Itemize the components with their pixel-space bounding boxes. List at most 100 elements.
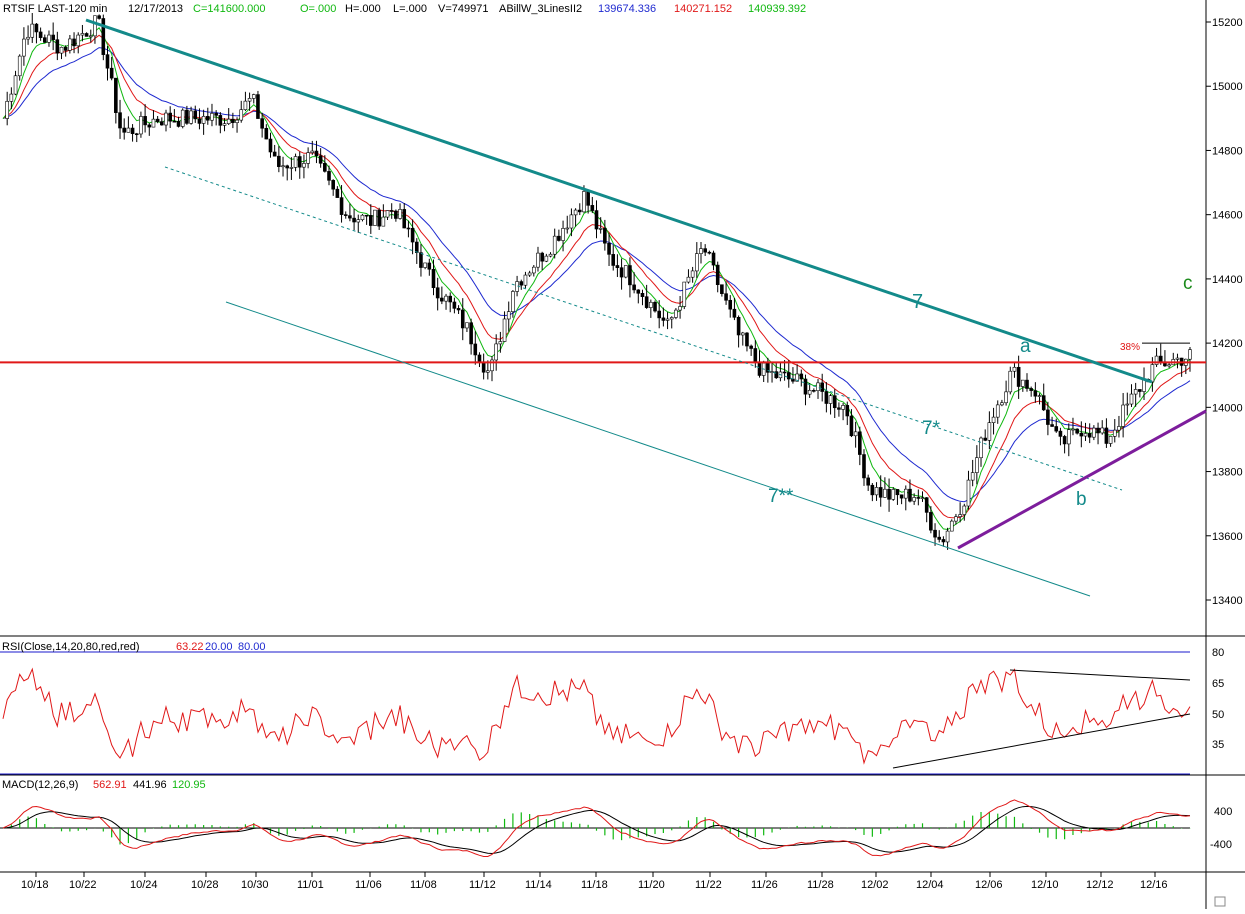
candle-body xyxy=(1008,370,1013,393)
candle-body xyxy=(603,228,607,244)
candle-body xyxy=(339,197,344,215)
candle-body xyxy=(490,359,494,372)
candle-body xyxy=(1112,429,1117,437)
candle-body xyxy=(9,93,14,102)
candle-body xyxy=(849,415,854,437)
candle-body xyxy=(385,210,390,218)
candle-body xyxy=(615,265,620,268)
macd-value: 562.91 xyxy=(93,779,127,791)
candle-body xyxy=(828,395,833,404)
candle-body xyxy=(728,299,733,310)
candle-body xyxy=(356,219,361,223)
header-symbol: RTSIF LAST-120 min xyxy=(3,3,107,15)
candle-body xyxy=(1004,391,1008,404)
candle-body xyxy=(812,390,816,392)
candle-body xyxy=(711,252,716,266)
candle-body xyxy=(690,270,695,278)
price-panel xyxy=(0,13,1207,597)
candle-body xyxy=(414,241,419,253)
candle-body xyxy=(293,156,298,168)
candle-body xyxy=(661,317,666,321)
candle-body xyxy=(486,370,490,373)
rsi-tick-50: 50 xyxy=(1212,709,1224,721)
candle-body xyxy=(406,227,411,230)
candle-body xyxy=(394,210,398,219)
candle-body xyxy=(870,484,875,496)
candle-body xyxy=(1021,379,1025,387)
candle-body xyxy=(72,38,76,47)
candle-body xyxy=(774,371,779,379)
time-tick-label: 11/01 xyxy=(297,879,324,891)
candle-body xyxy=(786,372,791,380)
candle-body xyxy=(803,378,808,395)
price-tick-label: 15200 xyxy=(1212,17,1243,29)
candle-body xyxy=(912,497,916,502)
header-close: C=141600.000 xyxy=(193,3,265,15)
candle-body xyxy=(1096,427,1100,434)
candle-body xyxy=(51,34,55,40)
candle-body xyxy=(272,151,277,157)
candle-body xyxy=(172,120,177,123)
candle-body xyxy=(431,268,436,289)
rsi-panel xyxy=(0,651,1191,775)
candle-body xyxy=(164,112,168,126)
candle-body xyxy=(306,152,310,164)
candle-body xyxy=(506,311,511,320)
candle-body xyxy=(962,505,967,515)
candle-body xyxy=(5,101,9,119)
candle-body xyxy=(1167,364,1171,367)
candle-body xyxy=(552,235,557,255)
candle-body xyxy=(632,284,636,291)
trendline-support-purple xyxy=(957,409,1207,550)
candle-body xyxy=(210,113,214,121)
time-tick-label: 11/28 xyxy=(807,879,834,891)
candle-body xyxy=(845,405,850,417)
candle-body xyxy=(903,488,908,499)
time-tick-label: 11/14 xyxy=(525,879,552,891)
candle-body xyxy=(544,255,549,262)
candle-body xyxy=(201,116,206,124)
annotation-a: a xyxy=(1020,336,1031,357)
candle-body xyxy=(335,188,340,198)
candle-body xyxy=(109,67,114,79)
candle-body xyxy=(916,497,921,499)
rsi-line xyxy=(2,667,1191,765)
candle-body xyxy=(1033,390,1038,397)
candle-body xyxy=(929,512,933,531)
price-tick-label: 14000 xyxy=(1212,402,1243,414)
candle-body xyxy=(1100,427,1105,434)
header-high: H=.000 xyxy=(345,3,381,15)
candle-body xyxy=(55,39,60,54)
candle-body xyxy=(703,248,707,253)
candle-body xyxy=(665,318,670,321)
candle-body xyxy=(807,390,812,395)
candle-body xyxy=(30,23,35,38)
rsi-tick-80: 80 xyxy=(1212,647,1224,659)
candle-body xyxy=(820,382,824,392)
candle-body xyxy=(565,227,570,230)
candle-body xyxy=(193,110,198,120)
candle-body xyxy=(130,127,135,135)
candle-body xyxy=(862,454,866,479)
trendline-7-star xyxy=(164,166,1123,491)
candle-body xyxy=(1079,432,1084,437)
macd-line xyxy=(2,799,1191,857)
candle-body xyxy=(724,293,728,301)
candle-body xyxy=(536,252,540,268)
candle-body xyxy=(38,31,43,38)
candle-body xyxy=(678,306,682,311)
candle-body xyxy=(369,215,373,226)
candle-body xyxy=(577,209,582,213)
candle-body xyxy=(979,437,983,459)
annotation-7-double-star: 7** xyxy=(768,486,794,507)
candle-body xyxy=(134,133,139,136)
candle-body xyxy=(452,301,457,309)
candle-body xyxy=(1071,428,1075,431)
time-tick-label: 11/06 xyxy=(355,879,382,891)
candle-body xyxy=(168,112,172,122)
candle-body xyxy=(84,33,89,37)
candle-body xyxy=(348,215,352,219)
candle-body xyxy=(285,165,290,169)
macd-tick-neg400: -400 xyxy=(1210,839,1232,851)
